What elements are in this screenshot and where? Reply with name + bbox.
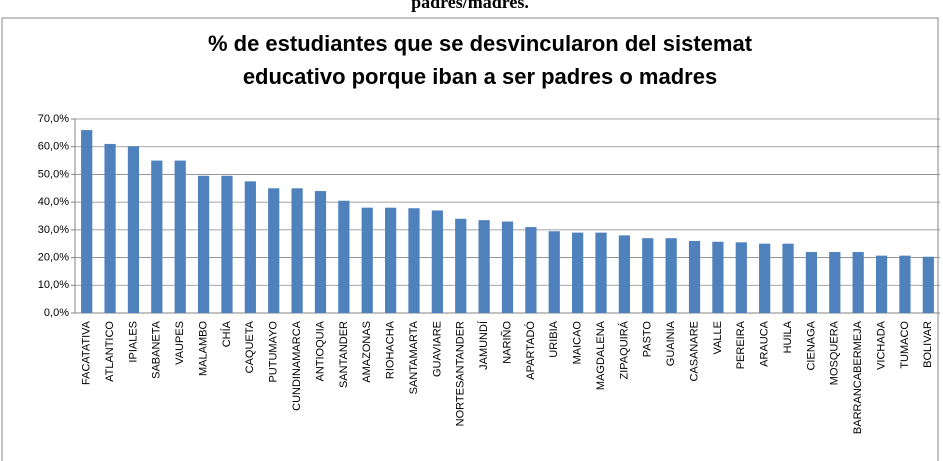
x-tick-label: URIBIA xyxy=(548,320,560,357)
y-tick-label: 70,0% xyxy=(38,113,69,125)
x-tick-label: ZIPAQUIRÁ xyxy=(617,320,630,379)
x-tick-label: NORTESANTANDER xyxy=(455,321,467,426)
y-tick-label: 10,0% xyxy=(38,279,69,291)
bar xyxy=(548,231,560,313)
x-tick-label: SANTANDER xyxy=(338,321,350,388)
bar xyxy=(665,238,677,313)
x-tick-label: CHÍA xyxy=(220,320,233,347)
bar xyxy=(899,255,911,313)
bar xyxy=(852,252,864,313)
bar xyxy=(501,221,514,313)
bar xyxy=(104,143,116,313)
y-tick-label: 40,0% xyxy=(38,196,69,208)
chart-title: educativo porque iban a ser padres o mad… xyxy=(243,64,717,89)
y-tick-label: 50,0% xyxy=(38,168,69,180)
x-tick-label: MAGDALENA xyxy=(595,320,607,390)
chart-title: % de estudiantes que se desvincularon de… xyxy=(208,31,753,56)
page-heading: padres/madres. xyxy=(411,0,529,12)
bar xyxy=(455,218,467,313)
bar xyxy=(829,252,841,313)
y-tick-label: 20,0% xyxy=(38,251,69,263)
bar xyxy=(384,207,397,313)
x-tick-label: GUAINIA xyxy=(665,320,677,366)
bar xyxy=(759,243,771,313)
bar xyxy=(478,220,490,313)
x-tick-label: SABANETA xyxy=(151,320,163,379)
bar xyxy=(875,255,888,313)
bar xyxy=(805,252,818,313)
x-tick-label: JAMUNDÍ xyxy=(477,320,490,370)
y-tick-label: 0,0% xyxy=(44,307,69,319)
bar xyxy=(431,210,443,313)
x-tick-label: HUILA xyxy=(782,320,794,353)
x-tick-label: VAUPES xyxy=(174,321,186,365)
x-tick-label: PUTUMAYO xyxy=(268,321,280,383)
bar xyxy=(291,188,303,313)
bar xyxy=(174,160,186,313)
bar xyxy=(361,207,373,313)
bar xyxy=(782,243,794,313)
y-tick-label: 60,0% xyxy=(38,141,69,153)
x-tick-label: CUNDINAMARCA xyxy=(291,320,303,411)
x-tick-label: NARIÑO xyxy=(500,321,513,364)
x-tick-label: CASANARE xyxy=(688,321,700,382)
x-tick-label: MALAMBO xyxy=(197,321,209,376)
x-tick-label: VALLE xyxy=(712,321,724,354)
bar xyxy=(221,175,233,313)
bar xyxy=(595,232,607,313)
bar xyxy=(572,232,584,313)
x-tick-label: CAQUETA xyxy=(244,320,256,373)
x-tick-label: RIOHACHA xyxy=(385,320,397,379)
x-tick-label: MOSQUERA xyxy=(829,320,841,385)
bar xyxy=(922,256,934,313)
bar xyxy=(712,241,724,313)
bar xyxy=(618,235,631,313)
x-tick-label: BARRANCABERMEJA xyxy=(852,320,864,434)
bar xyxy=(642,238,654,313)
x-tick-label: PASTO xyxy=(642,321,654,358)
x-tick-label: AMAZONAS xyxy=(361,321,373,383)
bar xyxy=(127,146,140,313)
bar xyxy=(244,181,256,313)
bar xyxy=(268,188,280,313)
bar xyxy=(81,130,93,313)
x-tick-label: CIENAGA xyxy=(805,320,817,370)
bar xyxy=(197,175,210,313)
x-tick-label: MAICAO xyxy=(572,321,584,365)
bar xyxy=(688,240,701,313)
bar xyxy=(735,242,747,313)
bar xyxy=(151,160,163,313)
x-tick-label: ATLANTICO xyxy=(104,321,116,382)
x-tick-label: SANTAMARTA xyxy=(408,320,420,394)
x-tick-label: PEREIRA xyxy=(735,320,747,369)
bar xyxy=(338,200,350,313)
bar xyxy=(408,208,420,313)
x-tick-label: ANTIOQUIA xyxy=(314,320,326,381)
x-tick-label: GUAVIARE xyxy=(431,321,443,377)
x-tick-label: IPIALES xyxy=(127,321,139,363)
x-tick-label: APARTADÓ xyxy=(524,321,537,380)
bar xyxy=(525,227,537,313)
x-tick-label: BOLIVAR xyxy=(922,321,934,368)
x-tick-label: TUMACO xyxy=(899,321,911,369)
y-tick-label: 30,0% xyxy=(38,224,69,236)
x-tick-label: FACATATIVA xyxy=(81,320,93,385)
x-tick-label: VICHADA xyxy=(875,320,887,370)
bar xyxy=(314,191,327,313)
x-tick-label: ARAUCA xyxy=(759,320,771,367)
